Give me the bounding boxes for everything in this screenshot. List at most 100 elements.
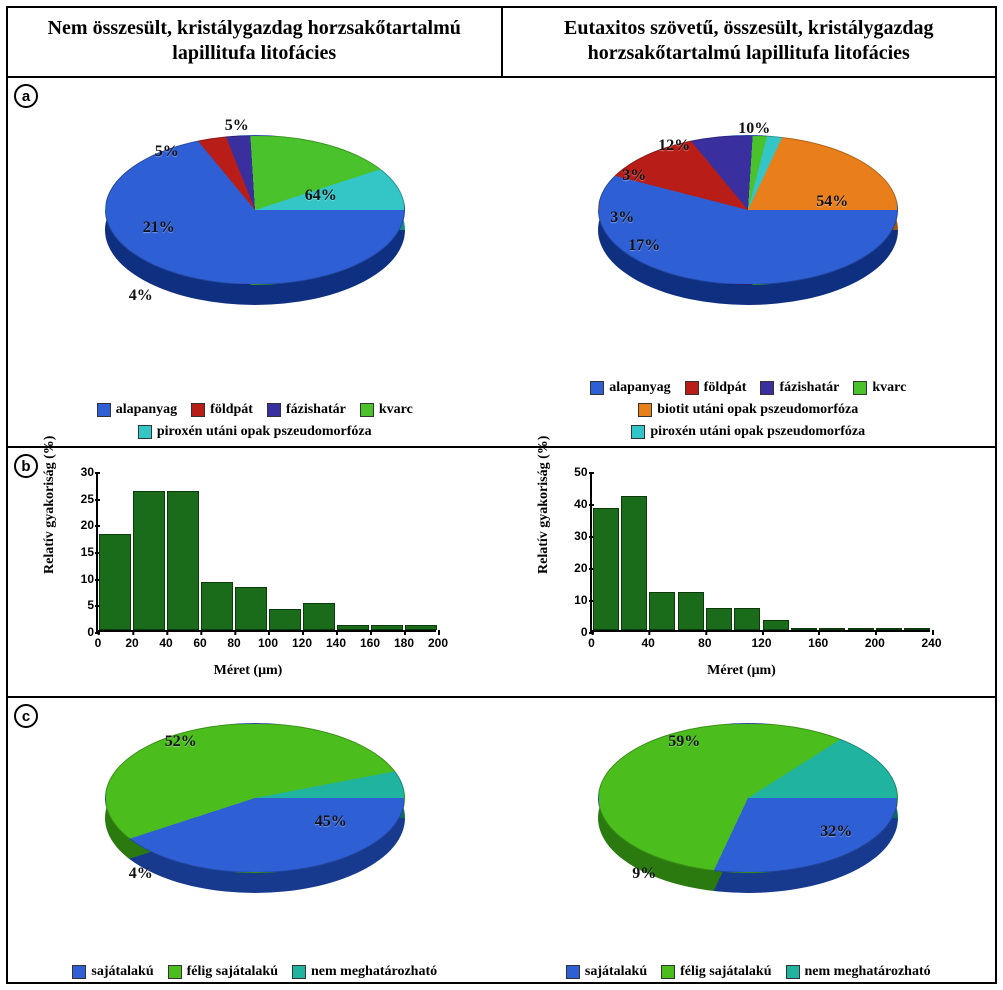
- pie-slice-label: 45%: [315, 813, 347, 831]
- legend-item: piroxén utáni opak pszeudomorfóza: [631, 424, 865, 440]
- legend-c-right: sajátalakú félig sajátalakú nem meghatároz…: [502, 964, 996, 980]
- legend-item: földpát: [191, 402, 253, 418]
- legend-swatch: [168, 965, 182, 979]
- hist-bar: [706, 608, 732, 630]
- legend-label: nem meghatározható: [311, 964, 437, 980]
- hist-bar: [133, 491, 165, 630]
- hist-bar: [303, 603, 335, 630]
- panel-a-left: 64% 5% 5% 21% 4% alapanyagföldpátfázishatárk…: [8, 78, 502, 446]
- legend-label: földpát: [210, 402, 253, 418]
- x-tick: 80: [227, 636, 240, 650]
- y-tick: 50: [560, 465, 588, 479]
- legend-item: félig sajátalakú: [661, 964, 771, 980]
- pie-slice-label: 21%: [143, 219, 175, 237]
- pie-a-right: 54%10%12%3%17%3%: [598, 115, 898, 335]
- panel-b-left: Relatív gyakoriság (%) 05101520253002040…: [8, 448, 502, 696]
- y-tick: 0: [560, 625, 588, 639]
- pie-slice-label: 9%: [632, 865, 656, 883]
- pie-a-right-top: [598, 135, 898, 285]
- legend-swatch: [638, 403, 652, 417]
- legend-item: félig sajátalakú: [168, 964, 278, 980]
- x-tick: 120: [751, 636, 771, 650]
- histogram-left: Relatív gyakoriság (%) 05101520253002040…: [48, 466, 448, 681]
- legend-swatch: [590, 381, 604, 395]
- pie-slice-label: 32%: [820, 823, 852, 841]
- y-tick: 10: [560, 593, 588, 607]
- legend-item: sajátalakú: [566, 964, 647, 980]
- legend-swatch: [191, 403, 205, 417]
- panel-b-right: Relatív gyakoriság (%) 01020304050040801…: [502, 448, 996, 696]
- legend-item: fázishatár: [760, 380, 839, 396]
- legend-item: nem meghatározható: [786, 964, 931, 980]
- x-tick: 200: [865, 636, 885, 650]
- ylabel-right: Relatív gyakoriság (%): [536, 435, 552, 573]
- pie-slice-label: 4%: [129, 287, 153, 305]
- pie-a-left: 64% 5% 5% 21% 4%: [105, 115, 405, 335]
- pie-slice-label: 10%: [738, 120, 770, 138]
- hist-bar: [593, 508, 619, 630]
- hist-bar: [904, 628, 930, 630]
- y-tick: 15: [66, 545, 94, 559]
- pie-slice-label: 64%: [305, 187, 337, 205]
- legend-label: piroxén utáni opak pszeudomorfóza: [650, 424, 865, 440]
- hist-bar: [791, 628, 817, 630]
- figure-frame: Nem összesült, kristálygazdag horzsakőta…: [6, 6, 997, 984]
- hist-bar: [201, 582, 233, 630]
- legend-c-left: sajátalakú félig sajátalakú nem meghatároz…: [8, 964, 502, 980]
- pie-slice-label: 5%: [155, 143, 179, 161]
- x-tick: 40: [159, 636, 172, 650]
- panel-marker-c: c: [14, 704, 38, 728]
- y-tick: 5: [66, 598, 94, 612]
- x-tick: 200: [428, 636, 448, 650]
- legend-swatch: [853, 381, 867, 395]
- panel-marker-b: b: [14, 454, 38, 478]
- panel-c: c 45%52%4% sajátalakúfélig sajátalakúnem…: [8, 698, 995, 986]
- pie-slice-label: 52%: [165, 733, 197, 751]
- y-tick: 10: [66, 572, 94, 586]
- legend-swatch: [267, 403, 281, 417]
- pie-c-left: 45%52%4%: [105, 703, 405, 923]
- x-tick: 80: [698, 636, 711, 650]
- legend-item: kvarc: [853, 380, 906, 396]
- legend-item: nem meghatározható: [292, 964, 437, 980]
- xlabel-right: Méret (μm): [707, 663, 776, 679]
- panel-a-right: 54%10%12%3%17%3% alapanyagföldpátfázisha…: [502, 78, 996, 446]
- legend-swatch: [292, 965, 306, 979]
- legend-swatch: [566, 965, 580, 979]
- xlabel-left: Méret (μm): [214, 663, 283, 679]
- legend-item: biotit utáni opak pszeudomorfóza: [638, 402, 858, 418]
- pie-slice-label: 17%: [628, 237, 660, 255]
- legend-label: félig sajátalakú: [680, 964, 771, 980]
- hist-bar: [734, 608, 760, 630]
- histogram-right: Relatív gyakoriság (%) 01020304050040801…: [542, 466, 942, 681]
- y-tick: 25: [66, 492, 94, 506]
- pie-a-left-top: [105, 135, 405, 285]
- legend-swatch: [685, 381, 699, 395]
- x-tick: 40: [641, 636, 654, 650]
- ylabel-left: Relatív gyakoriság (%): [42, 435, 58, 573]
- legend-label: sajátalakú: [91, 964, 153, 980]
- y-tick: 40: [560, 497, 588, 511]
- x-tick: 100: [258, 636, 278, 650]
- hist-bar: [99, 534, 131, 630]
- panel-a: a 64% 5% 5% 21% 4% alapanyagföldpátfázishatá…: [8, 78, 995, 448]
- legend-swatch: [97, 403, 111, 417]
- hist-bar: [371, 625, 403, 630]
- y-tick: 20: [560, 561, 588, 575]
- hist-bar: [621, 496, 647, 630]
- pie-slice-label: 5%: [225, 117, 249, 135]
- legend-label: piroxén utáni opak pszeudomorfóza: [157, 424, 372, 440]
- panel-c-left: 45%52%4% sajátalakúfélig sajátalakúnem m…: [8, 698, 502, 986]
- hist-axes-left: 051015202530020406080100120140160180200: [96, 472, 436, 632]
- legend-item: piroxén utáni opak pszeudomorfóza: [138, 424, 372, 440]
- hist-bar: [167, 491, 199, 630]
- title-row: Nem összesült, kristálygazdag horzsakőta…: [8, 8, 995, 78]
- hist-bar: [235, 587, 267, 630]
- legend-label: kvarc: [379, 402, 413, 418]
- x-tick: 0: [95, 636, 102, 650]
- panel-marker-a: a: [14, 84, 38, 108]
- pie-c-right: 32%59%9%: [598, 703, 898, 923]
- legend-swatch: [760, 381, 774, 395]
- legend-swatch: [631, 425, 645, 439]
- legend-a-left: alapanyagföldpátfázishatárkvarcpiroxén u…: [8, 402, 502, 440]
